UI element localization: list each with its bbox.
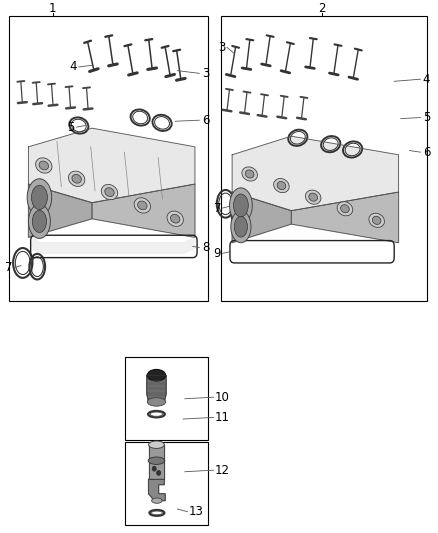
Ellipse shape xyxy=(148,441,164,448)
Ellipse shape xyxy=(277,182,286,190)
Text: 10: 10 xyxy=(215,391,230,403)
Polygon shape xyxy=(232,136,399,211)
Ellipse shape xyxy=(167,211,184,227)
Ellipse shape xyxy=(341,205,349,213)
Ellipse shape xyxy=(105,188,114,197)
Ellipse shape xyxy=(134,198,151,213)
Bar xyxy=(125,357,208,440)
Text: 12: 12 xyxy=(215,464,230,477)
Text: 4: 4 xyxy=(69,60,77,74)
Text: 4: 4 xyxy=(423,72,430,86)
Polygon shape xyxy=(148,479,165,500)
Ellipse shape xyxy=(138,201,147,210)
Ellipse shape xyxy=(39,161,49,170)
Ellipse shape xyxy=(32,211,46,232)
Text: 7: 7 xyxy=(214,201,221,215)
Bar xyxy=(125,442,208,525)
Polygon shape xyxy=(92,184,195,237)
Ellipse shape xyxy=(101,184,118,200)
Polygon shape xyxy=(148,445,164,479)
Ellipse shape xyxy=(68,171,85,187)
Text: 7: 7 xyxy=(5,261,12,274)
Ellipse shape xyxy=(233,194,248,217)
Ellipse shape xyxy=(230,188,252,223)
Text: 6: 6 xyxy=(202,114,210,127)
Bar xyxy=(9,17,208,301)
Polygon shape xyxy=(28,128,195,203)
Polygon shape xyxy=(33,237,195,253)
Text: 5: 5 xyxy=(423,111,430,124)
Text: 3: 3 xyxy=(202,67,210,80)
Ellipse shape xyxy=(28,204,50,238)
Circle shape xyxy=(152,466,156,471)
Ellipse shape xyxy=(35,158,52,173)
Ellipse shape xyxy=(372,216,381,224)
Ellipse shape xyxy=(72,174,81,183)
Ellipse shape xyxy=(148,457,165,464)
Ellipse shape xyxy=(147,369,166,381)
Polygon shape xyxy=(291,192,399,243)
Ellipse shape xyxy=(147,398,166,406)
Polygon shape xyxy=(232,192,291,243)
Ellipse shape xyxy=(170,214,180,223)
Ellipse shape xyxy=(337,201,353,216)
Circle shape xyxy=(157,471,160,475)
Text: 11: 11 xyxy=(215,411,230,424)
Polygon shape xyxy=(28,184,92,237)
Text: 1: 1 xyxy=(49,2,57,15)
Text: 5: 5 xyxy=(67,120,74,134)
Text: 3: 3 xyxy=(218,41,226,54)
Ellipse shape xyxy=(369,213,385,228)
Polygon shape xyxy=(147,375,166,402)
Ellipse shape xyxy=(274,179,289,192)
Ellipse shape xyxy=(305,190,321,204)
Text: 6: 6 xyxy=(423,146,430,159)
Bar xyxy=(221,17,427,301)
Ellipse shape xyxy=(32,185,47,209)
Ellipse shape xyxy=(27,179,52,216)
Ellipse shape xyxy=(309,193,318,201)
Text: 9: 9 xyxy=(214,247,221,260)
Text: 2: 2 xyxy=(318,2,326,15)
Ellipse shape xyxy=(231,211,251,243)
Text: 13: 13 xyxy=(188,505,203,518)
Ellipse shape xyxy=(245,170,254,178)
Ellipse shape xyxy=(234,216,247,237)
Ellipse shape xyxy=(152,498,162,503)
Ellipse shape xyxy=(242,167,258,181)
Text: 8: 8 xyxy=(202,241,210,254)
